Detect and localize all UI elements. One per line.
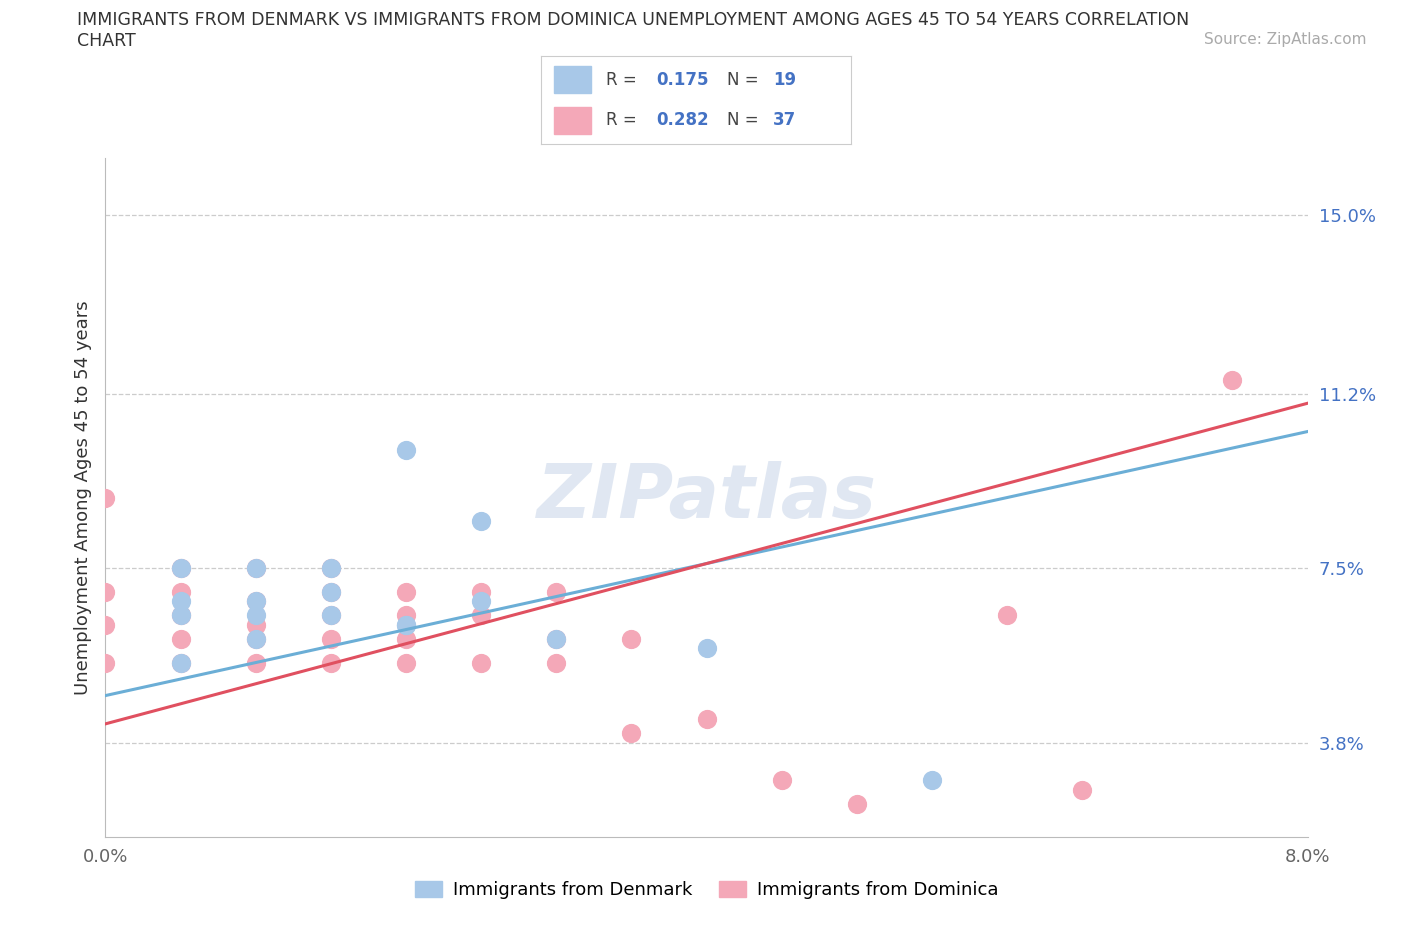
Point xyxy=(319,584,342,599)
Point xyxy=(94,490,117,505)
Point xyxy=(319,584,342,599)
Point xyxy=(470,608,492,623)
Text: N =: N = xyxy=(727,112,758,129)
Point xyxy=(169,655,191,670)
Text: 0.175: 0.175 xyxy=(655,71,709,88)
Point xyxy=(319,561,342,576)
Text: 19: 19 xyxy=(773,71,796,88)
Point xyxy=(395,443,418,458)
Point xyxy=(395,655,418,670)
Point xyxy=(696,641,718,656)
Point xyxy=(770,773,793,788)
Point xyxy=(395,618,418,632)
Point xyxy=(245,594,267,609)
Point xyxy=(620,725,643,740)
Point xyxy=(470,655,492,670)
Point xyxy=(94,655,117,670)
Point xyxy=(1071,782,1094,797)
Point xyxy=(470,584,492,599)
Point xyxy=(319,655,342,670)
Point xyxy=(995,608,1018,623)
Point xyxy=(319,608,342,623)
Text: CHART: CHART xyxy=(77,32,136,49)
Point xyxy=(169,561,191,576)
Point xyxy=(245,655,267,670)
Point xyxy=(94,618,117,632)
Text: R =: R = xyxy=(606,112,637,129)
Point xyxy=(245,594,267,609)
Point xyxy=(245,618,267,632)
Point xyxy=(169,584,191,599)
Point xyxy=(319,631,342,646)
Text: ZIPatlas: ZIPatlas xyxy=(537,461,876,534)
Text: Source: ZipAtlas.com: Source: ZipAtlas.com xyxy=(1204,32,1367,46)
Text: IMMIGRANTS FROM DENMARK VS IMMIGRANTS FROM DOMINICA UNEMPLOYMENT AMONG AGES 45 T: IMMIGRANTS FROM DENMARK VS IMMIGRANTS FR… xyxy=(77,11,1189,29)
Point xyxy=(245,608,267,623)
Point xyxy=(319,561,342,576)
Point xyxy=(169,608,191,623)
Point xyxy=(546,631,568,646)
Point xyxy=(395,584,418,599)
Point xyxy=(921,773,943,788)
Point xyxy=(395,608,418,623)
Text: N =: N = xyxy=(727,71,758,88)
Point xyxy=(94,584,117,599)
Text: 0.282: 0.282 xyxy=(655,112,709,129)
Point xyxy=(546,631,568,646)
Point xyxy=(245,561,267,576)
Text: 37: 37 xyxy=(773,112,797,129)
Legend: Immigrants from Denmark, Immigrants from Dominica: Immigrants from Denmark, Immigrants from… xyxy=(408,873,1005,906)
Point xyxy=(546,655,568,670)
Text: R =: R = xyxy=(606,71,637,88)
Point xyxy=(696,711,718,726)
Point xyxy=(169,608,191,623)
Point xyxy=(1222,372,1244,387)
Point xyxy=(169,561,191,576)
Point xyxy=(546,584,568,599)
Point xyxy=(470,513,492,528)
Point xyxy=(319,608,342,623)
Point xyxy=(245,561,267,576)
Point xyxy=(395,631,418,646)
Point xyxy=(620,631,643,646)
Point xyxy=(245,631,267,646)
Point xyxy=(470,594,492,609)
Point xyxy=(845,797,868,812)
Point xyxy=(395,618,418,632)
Point xyxy=(169,631,191,646)
Point xyxy=(169,594,191,609)
Point xyxy=(245,631,267,646)
Point xyxy=(169,655,191,670)
Y-axis label: Unemployment Among Ages 45 to 54 years: Unemployment Among Ages 45 to 54 years xyxy=(73,300,91,695)
FancyBboxPatch shape xyxy=(554,107,591,134)
FancyBboxPatch shape xyxy=(554,66,591,93)
